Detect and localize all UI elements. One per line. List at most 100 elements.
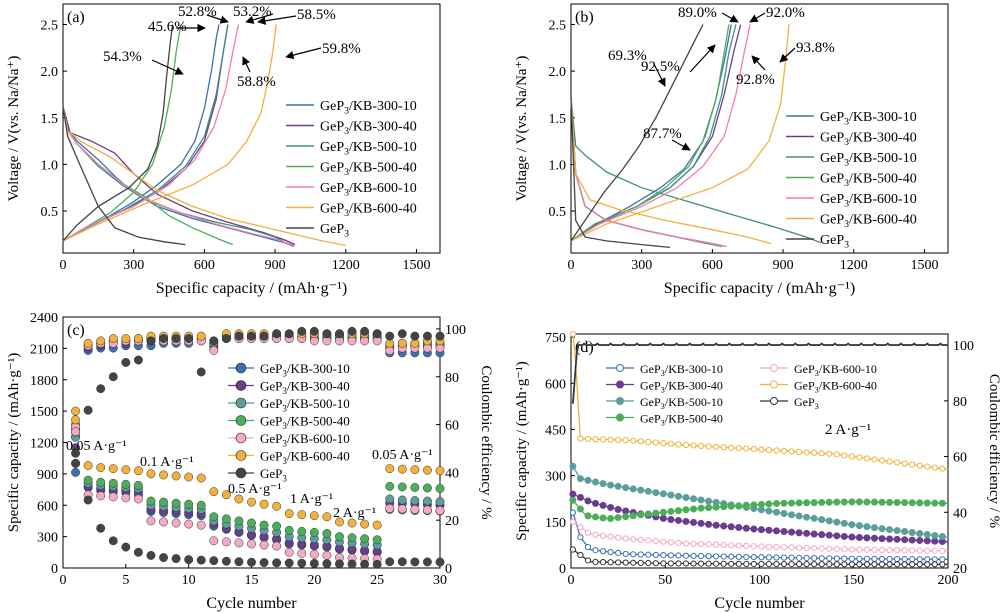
- capacity-point: [908, 529, 916, 537]
- capacity-point: [841, 561, 848, 568]
- y-tick-label: 1800: [30, 374, 58, 389]
- ce-point: [397, 338, 407, 348]
- capacity-point: [713, 560, 720, 567]
- capacity-point: [385, 503, 395, 513]
- capacity-point: [322, 559, 332, 569]
- capacity-point: [599, 436, 607, 443]
- capacity-point: [622, 550, 629, 558]
- capacity-point: [272, 558, 282, 568]
- capacity-point: [171, 518, 181, 528]
- capacity-point: [397, 557, 407, 567]
- capacity-point: [939, 561, 946, 568]
- ce-trace: [572, 342, 948, 404]
- legend-swatch-marker: [235, 415, 247, 426]
- capacity-point: [247, 557, 256, 567]
- capacity-point: [886, 555, 893, 563]
- capacity-point: [171, 554, 181, 564]
- capacity-point: [259, 499, 269, 509]
- capacity-point: [272, 541, 282, 551]
- capacity-point: [335, 517, 344, 527]
- capacity-point: [309, 511, 319, 521]
- capacity-point: [818, 545, 825, 552]
- capacity-point: [584, 557, 592, 564]
- capacity-point: [916, 561, 923, 568]
- annotation-arrow: [779, 47, 796, 63]
- capacity-point: [615, 534, 622, 541]
- capacity-point: [614, 482, 622, 490]
- capacity-point: [607, 548, 614, 556]
- legend-entry: GeP3/KB-600-10: [320, 181, 417, 199]
- capacity-point: [184, 499, 194, 509]
- capacity-point: [569, 330, 576, 338]
- legend-entry: GeP3/KB-500-40: [320, 161, 417, 179]
- capacity-point: [196, 473, 206, 483]
- annotation-label: 93.8%: [796, 40, 835, 56]
- capacity-point: [234, 516, 244, 526]
- rate-label: 0.1 A·g⁻¹: [140, 455, 194, 470]
- capacity-point: [592, 499, 600, 507]
- capacity-trace: [572, 512, 948, 561]
- capacity-point: [720, 560, 727, 567]
- y2-tick-label: 80: [953, 395, 967, 410]
- capacity-point: [931, 547, 938, 554]
- capacity-point: [667, 560, 675, 567]
- annotation-label: 58.5%: [297, 7, 336, 23]
- ce-point: [284, 329, 294, 339]
- capacity-point: [886, 561, 893, 568]
- legend-swatch-marker: [235, 467, 247, 479]
- y-axis-label: Voltage / V(vs. Na/Na⁺): [6, 56, 22, 202]
- x-axis-label: Specific capacity / (mAh·g⁻¹): [664, 280, 855, 297]
- capacity-point: [886, 498, 894, 506]
- capacity-point: [569, 490, 577, 498]
- capacity-point: [675, 441, 682, 448]
- capacity-point: [886, 535, 894, 543]
- legend-entry: GeP3: [320, 222, 349, 240]
- capacity-point: [803, 513, 811, 521]
- capacity-point: [667, 440, 675, 447]
- capacity-point: [410, 496, 420, 505]
- legend-entry: GeP3/KB-300-10: [260, 361, 350, 378]
- y2-tick-label: 100: [445, 323, 466, 338]
- capacity-point: [742, 501, 750, 509]
- annotation-arrow: [151, 59, 184, 75]
- capacity-point: [833, 555, 840, 562]
- x-tick-label: 1200: [332, 258, 360, 273]
- capacity-point: [909, 461, 916, 468]
- capacity-point: [780, 528, 788, 536]
- rate-label: 2 A·g⁻¹: [333, 506, 376, 521]
- capacity-point: [667, 539, 675, 546]
- legend-swatch-marker: [616, 397, 624, 405]
- capacity-point: [705, 520, 713, 528]
- annotation-label: 92.8%: [736, 72, 775, 88]
- capacity-point: [712, 503, 720, 511]
- discharge-curve: [570, 97, 671, 249]
- legend-entry: GeP3/KB-300-40: [640, 379, 723, 395]
- ce-point: [221, 334, 231, 343]
- ce-point: [297, 326, 307, 336]
- capacity-point: [83, 475, 93, 485]
- capacity-point: [848, 546, 855, 553]
- capacity-point: [121, 465, 131, 475]
- capacity-point: [931, 556, 938, 563]
- legend-entry: GeP3/KB-600-10: [820, 192, 917, 210]
- capacity-point: [938, 532, 946, 540]
- capacity-point: [372, 520, 382, 530]
- capacity-point: [660, 560, 667, 567]
- ce-point: [196, 331, 206, 341]
- charge-curve: [62, 24, 182, 242]
- x-tick-label: 0: [60, 258, 67, 273]
- capacity-point: [810, 499, 818, 507]
- capacity-point: [108, 536, 118, 546]
- capacity-point: [146, 469, 156, 479]
- x-tick-label: 900: [265, 258, 286, 273]
- capacity-point: [284, 547, 294, 557]
- y-tick-label: 2.5: [41, 19, 59, 34]
- capacity-point: [765, 446, 773, 454]
- capacity-point: [121, 542, 131, 552]
- capacity-point: [825, 517, 833, 525]
- capacity-point: [811, 561, 818, 568]
- y-tick-label: 750: [545, 331, 566, 346]
- y2-axis-label: Coulombic efficiency / %: [986, 374, 1000, 528]
- capacity-point: [159, 470, 168, 480]
- capacity-point: [622, 559, 629, 566]
